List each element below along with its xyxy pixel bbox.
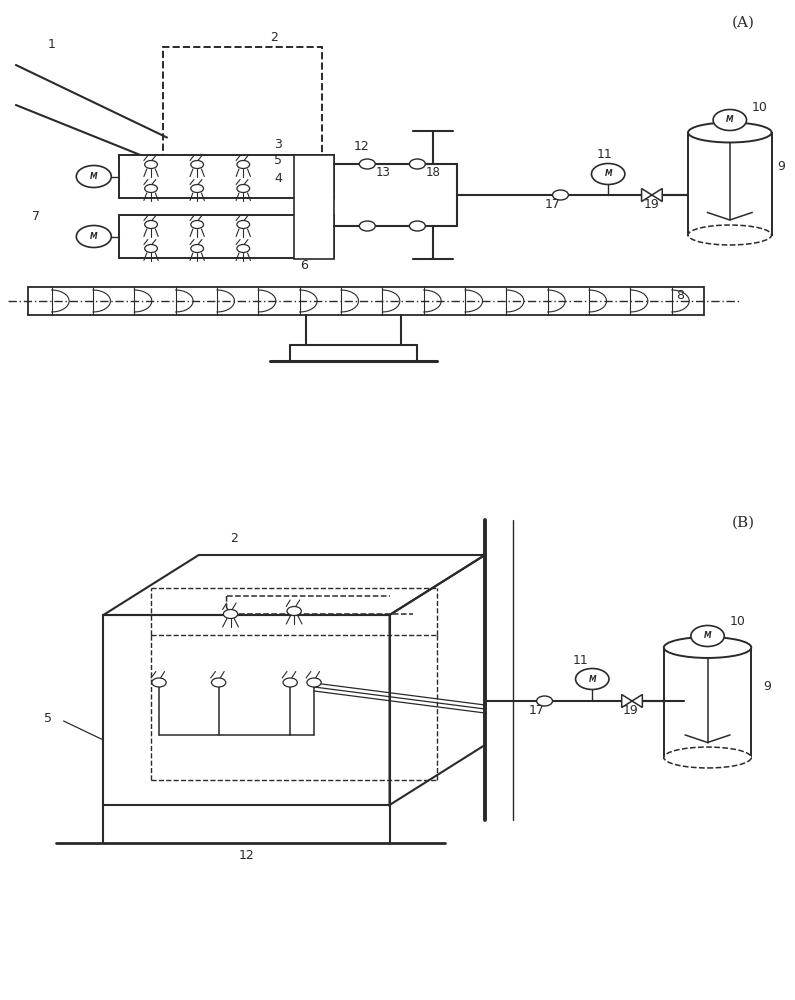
Circle shape bbox=[237, 221, 250, 229]
Bar bbox=[294, 155, 334, 259]
Ellipse shape bbox=[664, 637, 751, 658]
Circle shape bbox=[409, 221, 425, 231]
Circle shape bbox=[145, 221, 157, 229]
Text: 7: 7 bbox=[32, 210, 40, 223]
Text: 6: 6 bbox=[301, 259, 308, 272]
Text: 3: 3 bbox=[274, 137, 282, 150]
Circle shape bbox=[359, 159, 375, 169]
Circle shape bbox=[553, 190, 568, 200]
Circle shape bbox=[211, 678, 226, 687]
Text: 9: 9 bbox=[763, 680, 771, 693]
Bar bbox=[163, 47, 322, 157]
Circle shape bbox=[191, 221, 204, 229]
Text: 17: 17 bbox=[545, 198, 560, 211]
Circle shape bbox=[359, 221, 375, 231]
Bar bbox=[119, 155, 334, 198]
Text: 5: 5 bbox=[44, 712, 52, 726]
Circle shape bbox=[145, 244, 157, 252]
Bar bbox=[103, 615, 390, 805]
Circle shape bbox=[237, 244, 250, 252]
Text: 8: 8 bbox=[676, 289, 684, 302]
Text: 10: 10 bbox=[751, 101, 767, 114]
Text: 1: 1 bbox=[48, 37, 56, 50]
Polygon shape bbox=[632, 694, 642, 708]
Circle shape bbox=[576, 668, 609, 690]
Text: 10: 10 bbox=[730, 615, 746, 628]
Circle shape bbox=[283, 678, 297, 687]
Text: 5: 5 bbox=[274, 153, 282, 166]
Text: 19: 19 bbox=[622, 704, 638, 718]
Ellipse shape bbox=[664, 747, 751, 768]
Text: (B): (B) bbox=[731, 516, 755, 529]
Circle shape bbox=[145, 184, 157, 192]
Text: 13: 13 bbox=[375, 166, 390, 180]
Polygon shape bbox=[622, 694, 632, 708]
Circle shape bbox=[307, 678, 321, 687]
Circle shape bbox=[223, 609, 238, 618]
Text: M: M bbox=[604, 169, 612, 178]
Circle shape bbox=[713, 109, 747, 130]
Text: M: M bbox=[90, 232, 98, 241]
Circle shape bbox=[237, 160, 250, 168]
Text: M: M bbox=[588, 674, 596, 684]
Text: 11: 11 bbox=[572, 654, 588, 667]
Circle shape bbox=[237, 184, 250, 192]
Text: M: M bbox=[704, 632, 712, 641]
Circle shape bbox=[409, 159, 425, 169]
Text: 11: 11 bbox=[596, 147, 612, 160]
Circle shape bbox=[691, 626, 724, 647]
Circle shape bbox=[76, 165, 111, 188]
Text: 19: 19 bbox=[644, 198, 660, 212]
Circle shape bbox=[287, 606, 301, 615]
Text: 9: 9 bbox=[778, 160, 785, 173]
Polygon shape bbox=[652, 188, 662, 202]
Text: 12: 12 bbox=[238, 849, 254, 862]
Ellipse shape bbox=[688, 123, 771, 142]
Circle shape bbox=[145, 160, 157, 168]
Circle shape bbox=[591, 163, 625, 184]
Text: 2: 2 bbox=[231, 532, 238, 546]
Circle shape bbox=[191, 244, 204, 252]
Bar bbox=[688, 132, 771, 235]
Text: 17: 17 bbox=[529, 704, 545, 716]
Circle shape bbox=[191, 184, 204, 192]
Text: M: M bbox=[90, 172, 98, 181]
Text: M: M bbox=[726, 115, 734, 124]
Text: 18: 18 bbox=[425, 166, 440, 180]
Bar bbox=[119, 215, 334, 257]
Bar bbox=[664, 648, 751, 758]
Text: 4: 4 bbox=[274, 172, 282, 186]
Text: (A): (A) bbox=[732, 15, 754, 29]
Ellipse shape bbox=[688, 225, 771, 245]
Text: 12: 12 bbox=[354, 140, 370, 153]
Circle shape bbox=[76, 226, 111, 247]
Text: 2: 2 bbox=[270, 31, 278, 44]
Circle shape bbox=[537, 696, 553, 706]
Circle shape bbox=[152, 678, 166, 687]
Polygon shape bbox=[642, 188, 652, 202]
Circle shape bbox=[191, 160, 204, 168]
